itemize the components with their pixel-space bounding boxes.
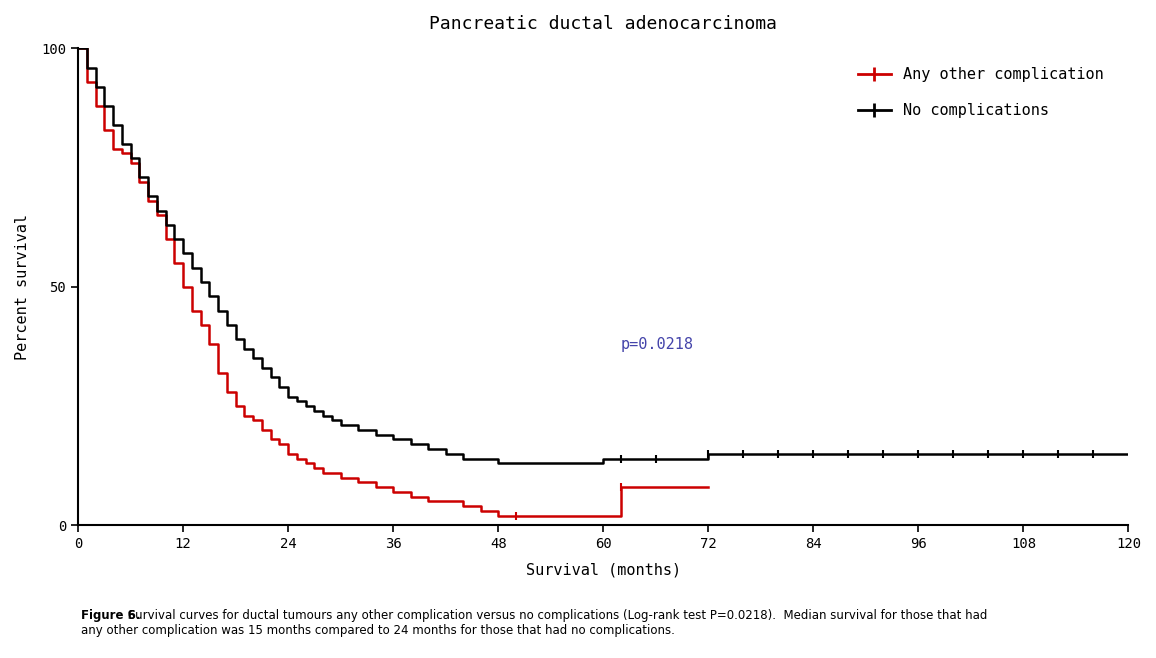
Text: Figure 6.: Figure 6. xyxy=(81,609,140,622)
Text: p=0.0218: p=0.0218 xyxy=(621,337,694,352)
Y-axis label: Percent survival: Percent survival xyxy=(15,214,30,360)
Text: any other complication was 15 months compared to 24 months for those that had no: any other complication was 15 months com… xyxy=(81,624,675,637)
X-axis label: Survival (months): Survival (months) xyxy=(526,562,681,577)
Legend: Any other complication, No complications: Any other complication, No complications xyxy=(852,61,1110,124)
Text: Survival curves for ductal tumours any other complication versus no complication: Survival curves for ductal tumours any o… xyxy=(124,609,987,622)
Title: Pancreatic ductal adenocarcinoma: Pancreatic ductal adenocarcinoma xyxy=(429,15,777,33)
